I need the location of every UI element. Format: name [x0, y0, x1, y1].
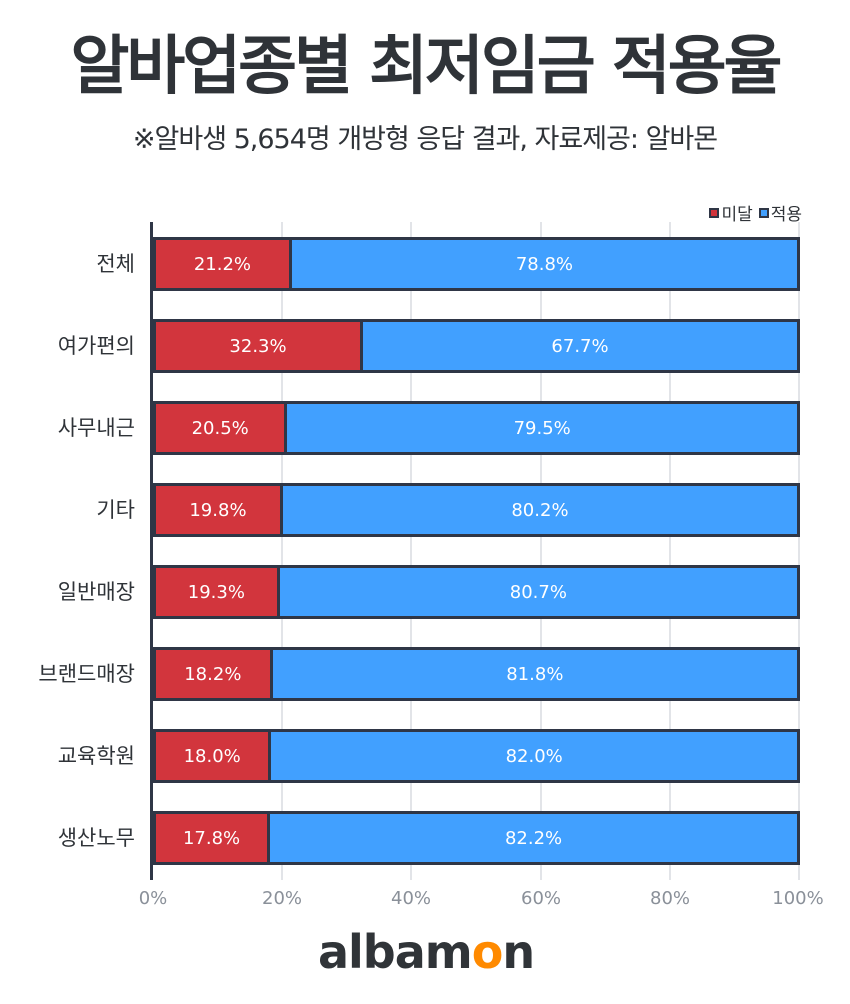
legend-item-apply: 적용: [758, 200, 802, 225]
x-tick: 0%: [138, 888, 168, 909]
bar-row: 21.2% 78.8%: [153, 237, 800, 291]
bar-apply: 67.7%: [363, 322, 797, 370]
bar-row: 32.3% 67.7%: [153, 319, 800, 373]
y-axis-line: [150, 222, 153, 880]
gridline: [669, 222, 671, 880]
bar-row: 20.5% 79.5%: [153, 401, 800, 455]
legend: 미달 적용: [709, 200, 802, 225]
legend-label: 적용: [770, 205, 802, 225]
bar-row: 18.2% 81.8%: [153, 647, 800, 701]
x-tick: 60%: [520, 888, 562, 909]
bar-miss: 19.8%: [156, 486, 283, 534]
logo-text: n: [502, 925, 535, 979]
legend-item-miss: 미달: [709, 200, 753, 225]
bar-apply: 82.0%: [271, 732, 797, 780]
bar-apply: 80.2%: [282, 486, 797, 534]
albamon-logo: albamon: [318, 925, 535, 979]
category-label: 여가편의: [57, 334, 135, 358]
chart-title: 알바업종별 최저임금 적용율: [70, 30, 782, 104]
bar-row: 18.0% 82.0%: [153, 729, 800, 783]
gridline: [281, 222, 283, 880]
gridline: [540, 222, 542, 880]
logo-text: albam: [318, 925, 473, 979]
logo-cat-o-icon: o: [471, 925, 504, 979]
bar-apply: 82.2%: [270, 814, 797, 862]
gridline: [798, 222, 800, 880]
bar-miss: 19.3%: [156, 568, 280, 616]
bar-miss: 20.5%: [156, 404, 288, 452]
category-label: 브랜드매장: [38, 662, 135, 686]
bar-row: 19.8% 80.2%: [153, 483, 800, 537]
category-label: 교육학원: [57, 744, 135, 768]
bar-apply: 79.5%: [287, 404, 797, 452]
category-label: 사무내근: [57, 416, 135, 440]
plot-area: 21.2% 78.8% 32.3% 67.7% 20.5% 79.5% 19.8…: [150, 222, 800, 880]
bar-miss: 32.3%: [156, 322, 364, 370]
bar-miss: 21.2%: [156, 240, 292, 288]
bar-miss: 18.0%: [156, 732, 272, 780]
category-label: 전체: [96, 252, 135, 276]
bar-apply: 80.7%: [279, 568, 797, 616]
bar-miss: 18.2%: [156, 650, 273, 698]
x-tick: 80%: [649, 888, 691, 909]
category-label: 생산노무: [57, 826, 135, 850]
category-label: 일반매장: [57, 580, 135, 604]
legend-swatch-blue-icon: [758, 207, 769, 218]
x-tick: 40%: [390, 888, 432, 909]
bar-row: 17.8% 82.2%: [153, 811, 800, 865]
x-tick: 100%: [772, 888, 824, 909]
legend-swatch-red-icon: [709, 207, 720, 218]
category-label: 기타: [96, 498, 135, 522]
gridline: [410, 222, 412, 880]
chart-subtitle: ※알바생 5,654명 개방형 응답 결과, 자료제공: 알바몬: [132, 124, 718, 155]
bar-apply: 78.8%: [291, 240, 797, 288]
bar-row: 19.3% 80.7%: [153, 565, 800, 619]
legend-label: 미달: [721, 205, 753, 225]
bar-apply: 81.8%: [272, 650, 797, 698]
bar-miss: 17.8%: [156, 814, 271, 862]
x-tick: 20%: [261, 888, 303, 909]
